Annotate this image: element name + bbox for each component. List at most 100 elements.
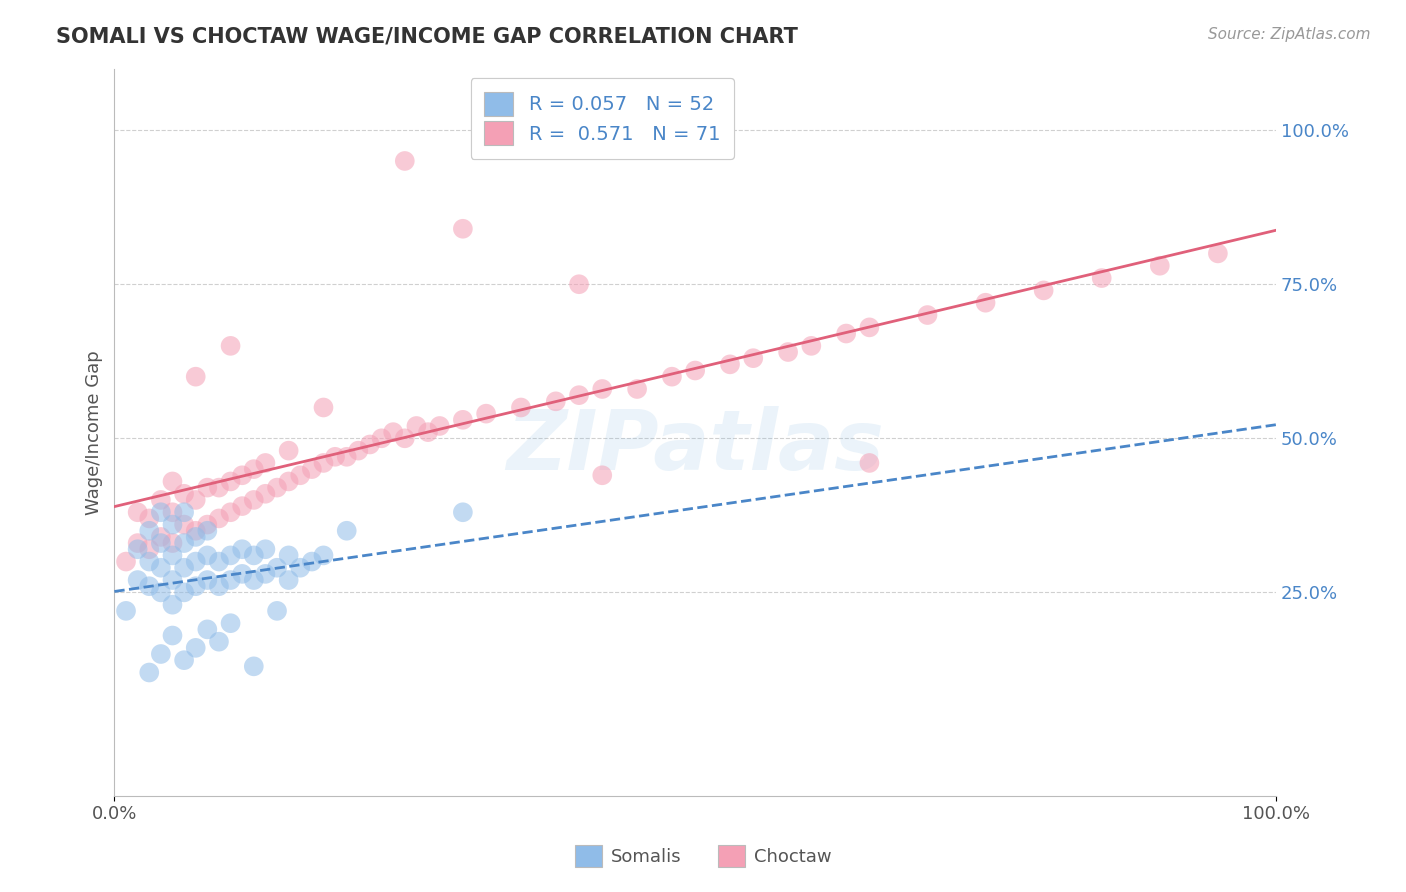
Point <box>800 339 823 353</box>
Point <box>290 560 312 574</box>
Point <box>208 579 231 593</box>
Point <box>568 388 591 402</box>
Point <box>254 542 277 557</box>
Point <box>127 542 149 557</box>
Point <box>184 524 207 538</box>
Point <box>149 647 172 661</box>
Point <box>416 425 439 439</box>
Point <box>266 604 288 618</box>
Point <box>1149 259 1171 273</box>
Point <box>195 481 218 495</box>
Point <box>243 659 266 673</box>
Point <box>149 492 172 507</box>
Point <box>173 585 195 599</box>
Text: ZIPatlas: ZIPatlas <box>506 406 884 487</box>
Point <box>266 560 288 574</box>
Point <box>290 468 312 483</box>
Point <box>138 555 160 569</box>
Point <box>243 462 266 476</box>
Point <box>115 604 138 618</box>
Point <box>1091 271 1114 285</box>
Point <box>127 536 149 550</box>
Point <box>858 456 880 470</box>
Point <box>208 634 231 648</box>
Point <box>835 326 858 341</box>
Point <box>149 505 172 519</box>
Point <box>162 536 184 550</box>
Point <box>138 665 160 680</box>
Point <box>195 623 218 637</box>
Point <box>138 542 160 557</box>
Point <box>544 394 567 409</box>
Point <box>173 505 195 519</box>
Point <box>277 475 299 489</box>
Point <box>195 517 218 532</box>
Point <box>1206 246 1229 260</box>
Point <box>195 524 218 538</box>
Point <box>277 549 299 563</box>
Point <box>277 443 299 458</box>
Point <box>184 530 207 544</box>
Point <box>394 153 416 168</box>
Point <box>591 382 613 396</box>
Point <box>208 555 231 569</box>
Y-axis label: Wage/Income Gap: Wage/Income Gap <box>86 350 103 515</box>
Point <box>162 517 184 532</box>
Point <box>661 369 683 384</box>
Point <box>219 616 242 631</box>
Point <box>254 456 277 470</box>
Point <box>149 560 172 574</box>
Point <box>429 419 451 434</box>
Point <box>451 413 474 427</box>
Point <box>742 351 765 366</box>
Point <box>231 566 253 581</box>
Point <box>162 628 184 642</box>
Point <box>149 530 172 544</box>
Point <box>149 536 172 550</box>
Legend: R = 0.057   N = 52, R =  0.571   N = 71: R = 0.057 N = 52, R = 0.571 N = 71 <box>471 78 734 159</box>
Point <box>510 401 533 415</box>
Point <box>173 560 195 574</box>
Point <box>591 468 613 483</box>
Point <box>184 369 207 384</box>
Point <box>451 505 474 519</box>
Point <box>312 456 335 470</box>
Point <box>336 524 359 538</box>
Point <box>219 549 242 563</box>
Point <box>323 450 346 464</box>
Point <box>149 585 172 599</box>
Point <box>568 277 591 292</box>
Point <box>254 487 277 501</box>
Point <box>347 443 370 458</box>
Point <box>184 492 207 507</box>
Point <box>184 579 207 593</box>
Point <box>173 487 195 501</box>
Point <box>162 598 184 612</box>
Point <box>778 345 800 359</box>
Point <box>451 221 474 235</box>
Point <box>173 653 195 667</box>
Point <box>370 431 392 445</box>
Point <box>626 382 648 396</box>
Point <box>195 549 218 563</box>
Point <box>359 437 381 451</box>
Point <box>219 475 242 489</box>
Point <box>336 450 359 464</box>
Point <box>162 475 184 489</box>
Point <box>243 492 266 507</box>
Point <box>208 481 231 495</box>
Point <box>138 579 160 593</box>
Point <box>195 573 218 587</box>
Point <box>312 549 335 563</box>
Point <box>394 431 416 445</box>
Point <box>475 407 498 421</box>
Point <box>254 566 277 581</box>
Point <box>718 357 741 371</box>
Point <box>115 555 138 569</box>
Point <box>219 339 242 353</box>
Point <box>208 511 231 525</box>
Point <box>173 536 195 550</box>
Point <box>219 573 242 587</box>
Text: SOMALI VS CHOCTAW WAGE/INCOME GAP CORRELATION CHART: SOMALI VS CHOCTAW WAGE/INCOME GAP CORREL… <box>56 27 799 46</box>
Point <box>138 524 160 538</box>
